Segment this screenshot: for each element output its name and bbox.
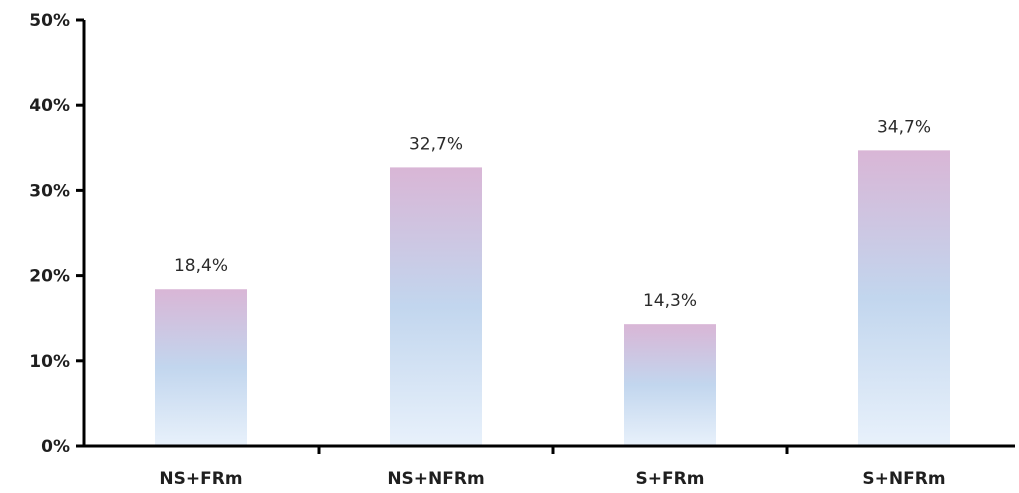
x-tick-label: S+NFRm: [862, 469, 945, 489]
bar-ns-nfrm: [390, 167, 482, 446]
y-tick-label: 20%: [29, 267, 70, 287]
bars-layer: [155, 150, 950, 446]
axes-layer: [82, 20, 1015, 448]
y-ticks-layer: 0% 10% 20% 30% 40% 50%: [29, 11, 84, 457]
y-tick-label: 0%: [41, 437, 70, 457]
data-labels-layer: 18,4% 32,7% 14,3% 34,7%: [174, 117, 931, 311]
y-tick-label: 10%: [29, 352, 70, 372]
x-ticks-layer: NS+FRm NS+NFRm S+FRm S+NFRm: [159, 446, 946, 489]
data-label: 18,4%: [174, 256, 228, 276]
bar-ns-frm: [155, 289, 247, 446]
x-tick-label: NS+FRm: [159, 469, 242, 489]
bar-s-frm: [624, 324, 716, 446]
data-label: 34,7%: [877, 117, 931, 137]
y-tick-label: 40%: [29, 96, 70, 116]
bar-s-nfrm: [858, 150, 950, 446]
x-tick-label: S+FRm: [636, 469, 705, 489]
x-tick-label: NS+NFRm: [387, 469, 484, 489]
y-tick-label: 50%: [29, 11, 70, 31]
data-label: 32,7%: [409, 134, 463, 154]
y-tick-label: 30%: [29, 181, 70, 201]
data-label: 14,3%: [643, 291, 697, 311]
